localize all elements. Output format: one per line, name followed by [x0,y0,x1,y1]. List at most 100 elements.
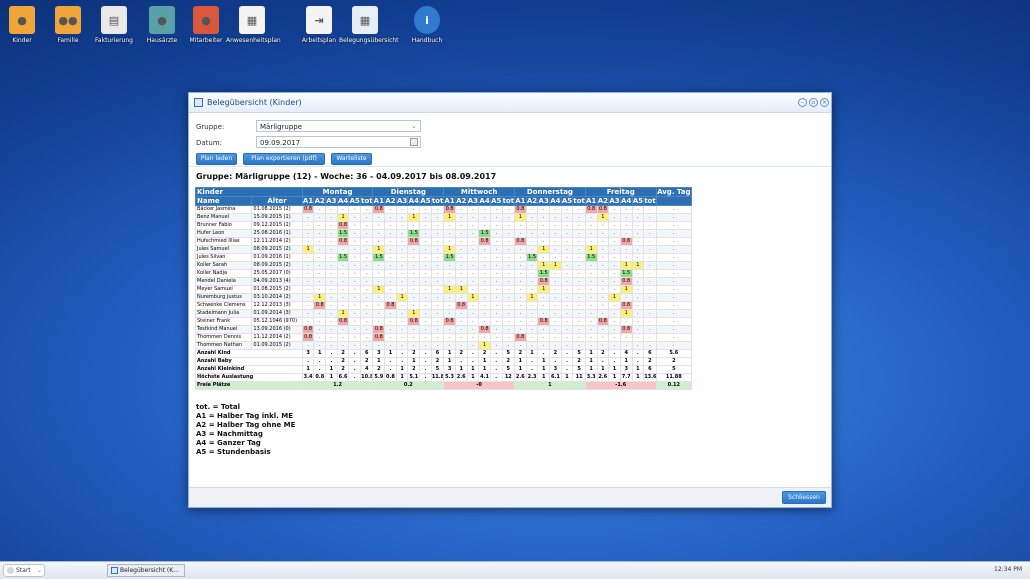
slot-cell[interactable]: . [372,269,386,278]
slot-cell[interactable]: . [348,205,362,214]
slot-cell[interactable]: 1 [372,285,386,294]
slot-cell[interactable]: . [430,285,445,294]
slot-cell[interactable]: . [489,221,503,230]
slot-cell[interactable]: . [360,253,374,262]
slot-cell[interactable]: . [301,317,315,326]
slot-cell[interactable]: . [514,245,527,254]
slot-cell[interactable]: . [336,245,350,254]
slot-cell[interactable]: . [560,301,574,310]
slot-cell[interactable]: . [560,253,574,262]
slot-cell[interactable]: . [419,317,432,326]
slot-cell[interactable]: . [643,221,657,230]
slot-cell[interactable]: . [643,309,657,318]
desktop-icon-info[interactable]: i Handbuch [401,6,453,44]
slot-cell[interactable]: . [525,325,539,334]
slot-cell[interactable]: . [608,285,621,294]
slot-cell[interactable]: . [608,301,621,310]
slot-cell[interactable]: . [514,253,527,262]
slot-cell[interactable]: . [537,253,551,262]
slot-cell[interactable]: 0.8 [301,325,315,334]
slot-cell[interactable]: . [407,301,421,310]
slot-cell[interactable]: . [572,333,586,342]
slot-cell[interactable]: . [466,285,480,294]
slot-cell[interactable]: 0.8 [372,333,386,342]
slot-cell[interactable]: 0.8 [584,205,598,214]
slot-cell[interactable]: . [560,237,574,246]
slot-cell[interactable]: . [514,277,527,286]
slot-cell[interactable]: . [489,341,503,350]
slot-cell[interactable]: . [325,245,338,254]
slot-cell[interactable]: . [419,205,432,214]
slot-cell[interactable]: . [325,253,338,262]
slot-cell[interactable]: . [360,237,374,246]
slot-cell[interactable]: . [395,261,409,270]
slot-cell[interactable]: . [407,261,421,270]
slot-cell[interactable]: . [608,245,621,254]
slot-cell[interactable]: . [466,221,480,230]
slot-cell[interactable]: . [608,221,621,230]
slot-cell[interactable]: . [430,293,445,302]
slot-cell[interactable]: . [537,325,551,334]
child-name[interactable]: Koller Sarah [194,261,253,270]
slot-cell[interactable]: 1 [407,309,421,318]
slot-cell[interactable]: . [325,317,338,326]
slot-cell[interactable]: . [596,341,610,350]
slot-cell[interactable]: . [466,253,480,262]
slot-cell[interactable]: . [572,325,586,334]
slot-cell[interactable]: . [572,261,586,270]
slot-cell[interactable]: . [525,245,539,254]
slot-cell[interactable]: . [313,309,327,318]
slot-cell[interactable]: . [489,261,503,270]
slot-cell[interactable]: . [419,301,432,310]
slot-cell[interactable]: . [430,341,445,350]
slot-cell[interactable]: 0.8 [454,301,468,310]
slot-cell[interactable]: . [549,277,562,286]
slot-cell[interactable]: 0.8 [596,205,610,214]
slot-cell[interactable]: . [572,277,586,286]
slot-cell[interactable]: . [325,261,338,270]
slot-cell[interactable]: . [384,261,397,270]
slot-cell[interactable]: . [348,245,362,254]
slot-cell[interactable]: . [384,277,397,286]
slot-cell[interactable]: . [549,253,562,262]
child-name[interactable]: Bäcker Jasmina [194,205,253,214]
slot-cell[interactable]: . [619,229,633,238]
table-row[interactable]: Koller Nadja 25.05.2017 (0)..............… [194,269,693,278]
slot-cell[interactable]: . [336,205,350,214]
child-name[interactable]: Schwenke Clemens [194,301,253,310]
slot-cell[interactable]: . [466,301,480,310]
slot-cell[interactable]: . [430,333,445,342]
slot-cell[interactable]: 0.8 [619,237,633,246]
slot-cell[interactable]: . [643,237,657,246]
slot-cell[interactable]: . [608,277,621,286]
slot-cell[interactable]: . [608,333,621,342]
slot-cell[interactable]: . [348,309,362,318]
slot-cell[interactable]: . [348,237,362,246]
slot-cell[interactable]: . [348,333,362,342]
slot-cell[interactable]: . [525,213,539,222]
slot-cell[interactable]: . [619,341,633,350]
slot-cell[interactable]: . [608,341,621,350]
slot-cell[interactable]: . [360,261,374,270]
slot-cell[interactable]: . [348,301,362,310]
child-name[interactable]: Brunner Fabio [194,221,253,230]
slot-cell[interactable]: 1.5 [336,253,350,262]
waitlist-button[interactable]: Warteliste [331,153,372,165]
slot-cell[interactable]: . [560,213,574,222]
slot-cell[interactable]: 0.8 [407,317,421,326]
slot-cell[interactable]: . [419,213,432,222]
slot-cell[interactable]: . [489,309,503,318]
slot-cell[interactable]: . [489,277,503,286]
slot-cell[interactable]: . [525,205,539,214]
slot-cell[interactable]: . [325,333,338,342]
slot-cell[interactable]: . [360,317,374,326]
slot-cell[interactable]: . [501,205,516,214]
slot-cell[interactable]: . [313,213,327,222]
slot-cell[interactable]: . [348,277,362,286]
slot-cell[interactable]: . [572,229,586,238]
child-name[interactable]: Steiner Frank [194,317,253,326]
slot-cell[interactable]: . [395,277,409,286]
desktop-icon-child[interactable]: ● Kinder [0,6,48,44]
slot-cell[interactable]: . [643,317,657,326]
slot-cell[interactable]: . [596,285,610,294]
